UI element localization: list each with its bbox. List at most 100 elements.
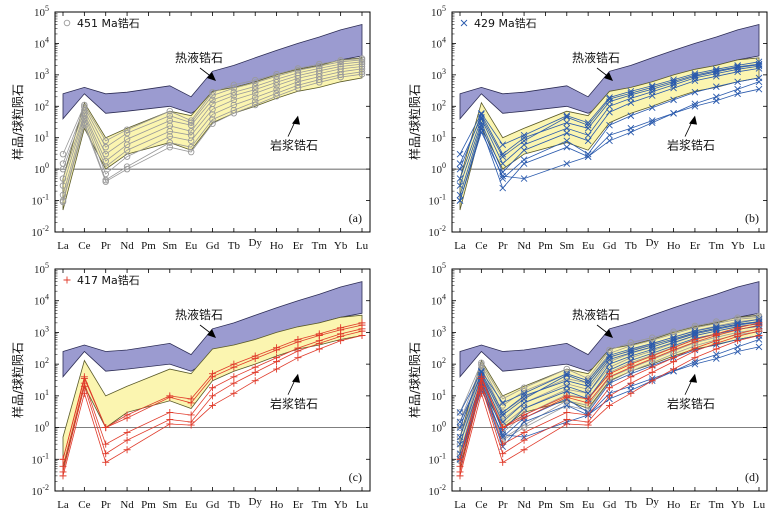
data-point [499, 141, 507, 149]
x-tick-label-pr: Pr [101, 499, 111, 511]
data-point [627, 128, 635, 136]
data-point [337, 73, 344, 81]
data-point [209, 120, 216, 127]
data-point [123, 165, 131, 173]
data-point [230, 88, 238, 96]
x-tick-label-nd: Nd [517, 240, 531, 252]
x-tick-label-la: La [454, 499, 466, 511]
data-point [166, 128, 174, 135]
magmatic-zircon-field [62, 57, 363, 211]
series-line [459, 321, 760, 423]
x-tick-label-pr: Pr [498, 499, 508, 511]
data-point [499, 424, 507, 432]
x-tick-label-gd: Gd [603, 240, 617, 252]
sample-series-5 [59, 332, 366, 480]
x-tick-label-nd: Nd [517, 499, 531, 511]
x-tick-label-tb: Tb [625, 240, 638, 252]
y-tick-label: 10-1 [428, 451, 446, 466]
data-point [230, 92, 238, 99]
data-point [81, 121, 88, 129]
data-point [691, 354, 699, 362]
series-line [459, 329, 760, 460]
data-point [712, 83, 720, 91]
data-point [315, 345, 323, 353]
data-point [273, 346, 281, 354]
data-point [563, 402, 571, 409]
data-point [648, 377, 656, 385]
series-line [459, 315, 760, 413]
hydrothermal-label: 热液锆石 [572, 50, 620, 65]
data-point [606, 384, 613, 392]
y-tick-label: 100 [431, 161, 446, 176]
data-point [477, 389, 485, 397]
data-point [273, 92, 280, 100]
legend-label: 451 Ma锆石 [77, 17, 140, 30]
data-point [499, 431, 507, 438]
x-tick-label-gd: Gd [206, 499, 220, 511]
series-line [62, 59, 363, 164]
data-point [294, 78, 302, 86]
data-point [209, 92, 216, 99]
magmatic-label: 岩浆锆石 [270, 396, 318, 411]
data-point [273, 86, 280, 93]
x-tick-label-pr: Pr [498, 240, 508, 252]
magmatic-arrow-head [292, 373, 300, 383]
data-point [712, 351, 720, 358]
data-point [563, 387, 571, 395]
data-point [648, 368, 656, 376]
data-point [166, 133, 174, 140]
series-line [62, 66, 363, 186]
data-point [691, 100, 699, 108]
x-tick-label-ce: Ce [475, 499, 487, 511]
data-point [606, 366, 613, 374]
hydrothermal-arrow-head [604, 72, 613, 81]
data-point [273, 358, 281, 366]
data-point [187, 421, 195, 429]
data-point [584, 121, 592, 129]
data-point [251, 79, 259, 87]
y-tick-label: 105 [34, 261, 49, 276]
data-point [606, 360, 613, 368]
y-tick-label: 103 [34, 67, 49, 82]
y-tick-label: 10-1 [31, 451, 49, 466]
data-point [209, 116, 216, 123]
data-point [166, 117, 174, 124]
data-point [648, 104, 656, 112]
data-point [251, 89, 259, 97]
series-line [459, 316, 760, 423]
data-point [209, 384, 216, 392]
data-point [230, 389, 238, 397]
x-tick-label-eu: Eu [582, 499, 595, 511]
data-point [209, 401, 216, 409]
data-point [499, 184, 507, 192]
series-line [62, 68, 363, 196]
x-tick-label-yb: Yb [731, 240, 745, 252]
legend-marker [63, 19, 71, 27]
data-point [358, 68, 366, 76]
data-point [606, 379, 613, 387]
data-point [59, 150, 67, 158]
magmatic-label: 岩浆锆石 [270, 138, 318, 153]
data-point [520, 436, 528, 444]
data-point [627, 363, 635, 371]
series-line [459, 65, 760, 179]
data-point [187, 148, 195, 156]
data-point [123, 436, 131, 444]
y-tick-label: 103 [34, 324, 49, 339]
y-tick-label: 10-2 [31, 483, 49, 498]
x-tick-label-lu: Lu [356, 499, 369, 511]
hydrothermal-arrow-head [207, 72, 216, 81]
data-point [627, 91, 635, 99]
series-line [62, 58, 363, 155]
data-point [102, 137, 109, 145]
data-point [670, 81, 677, 89]
data-point [563, 119, 571, 127]
data-point [670, 84, 677, 92]
data-point [606, 401, 613, 409]
x-tick-label-nd: Nd [120, 499, 134, 511]
y-tick-label: 104 [34, 35, 49, 50]
data-point [606, 346, 613, 354]
data-point [520, 384, 528, 392]
data-point [584, 379, 592, 387]
